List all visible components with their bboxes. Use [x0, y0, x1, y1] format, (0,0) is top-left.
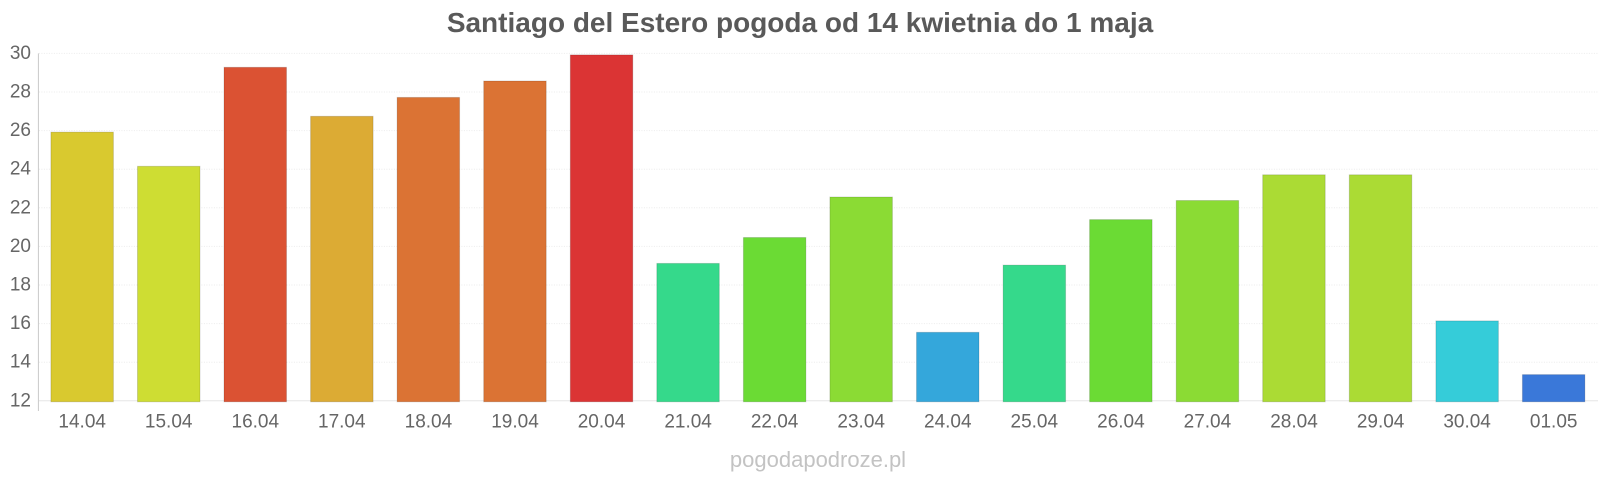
- svg-text:15.04: 15.04: [145, 412, 193, 433]
- svg-text:16: 16: [10, 313, 31, 334]
- svg-text:27.04: 27.04: [1184, 412, 1232, 433]
- svg-text:28: 28: [10, 82, 31, 103]
- svg-text:12: 12: [10, 390, 31, 411]
- svg-text:pogodapodroze.pl: pogodapodroze.pl: [730, 447, 906, 472]
- svg-text:25.04: 25.04: [1011, 412, 1059, 433]
- svg-text:26: 26: [10, 120, 31, 141]
- svg-text:29.04: 29.04: [1357, 412, 1405, 433]
- svg-text:24: 24: [10, 159, 32, 180]
- svg-text:19.04: 19.04: [491, 412, 539, 433]
- svg-text:18.04: 18.04: [405, 412, 453, 433]
- svg-text:22: 22: [10, 197, 31, 218]
- svg-text:14: 14: [10, 352, 32, 373]
- svg-text:22.04: 22.04: [751, 412, 799, 433]
- svg-text:30.04: 30.04: [1443, 412, 1491, 433]
- svg-text:20: 20: [10, 236, 31, 257]
- svg-text:26.04: 26.04: [1097, 412, 1145, 433]
- svg-text:24.04: 24.04: [924, 412, 972, 433]
- svg-text:28.04: 28.04: [1270, 412, 1318, 433]
- svg-text:23.04: 23.04: [837, 412, 885, 433]
- svg-text:20.04: 20.04: [578, 412, 626, 433]
- svg-text:17.04: 17.04: [318, 412, 366, 433]
- svg-text:01.05: 01.05: [1530, 412, 1578, 433]
- svg-text:18: 18: [10, 275, 31, 296]
- svg-text:30: 30: [10, 43, 31, 64]
- svg-text:Santiago del Estero pogoda od: Santiago del Estero pogoda od 14 kwietni…: [447, 7, 1154, 38]
- svg-text:14.04: 14.04: [58, 412, 106, 433]
- svg-text:16.04: 16.04: [232, 412, 280, 433]
- svg-text:21.04: 21.04: [664, 412, 712, 433]
